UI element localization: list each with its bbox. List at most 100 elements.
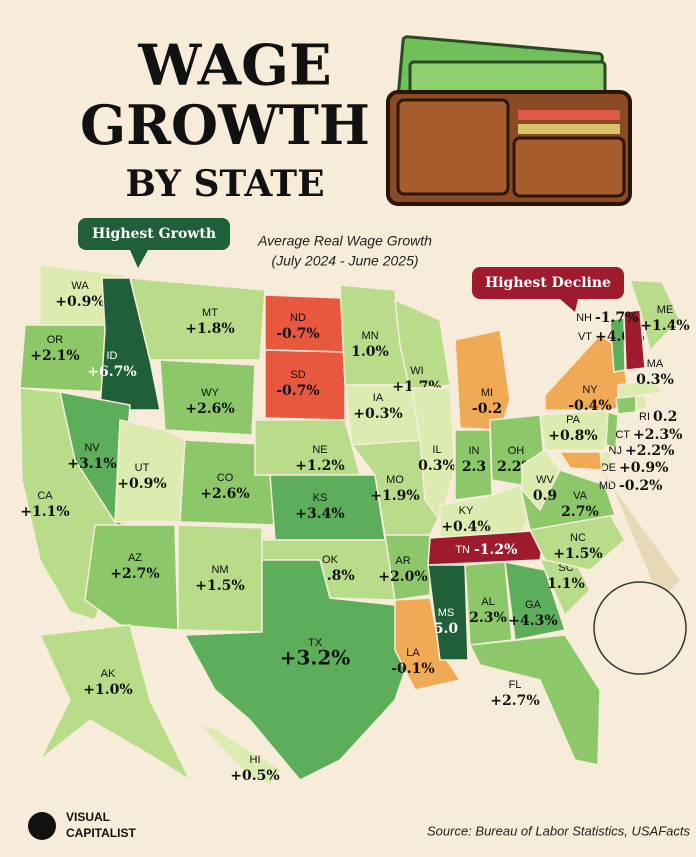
state-abbr: IN [469,445,480,457]
state-shape [605,411,619,449]
state-abbr: LA [406,647,420,659]
state-value: +1.5% [195,578,244,594]
state-abbr: NH [576,312,592,324]
state-abbr: KY [459,505,474,517]
state-value: 1.1% [547,576,585,592]
state-value: +0.5% [230,768,279,784]
logo-text: VISUAL [66,810,110,824]
state-shape [384,534,431,601]
state-abbr: MS [438,607,455,619]
state-abbr: UT [135,462,150,474]
state-value: +0.4% [441,519,490,535]
state-value: +4.3% [508,613,557,629]
state-abbr: CA [37,490,53,502]
state-shape [114,419,186,523]
state-value: +2.7% [110,566,159,582]
state-shape [427,564,469,661]
state-value: 1.0% [351,344,389,360]
state-abbr: CT [615,429,630,441]
state-abbr: OH [508,445,525,457]
callout-label: Highest Decline [485,275,611,291]
state-value: +6.7% [87,364,136,380]
state-shape [521,448,561,512]
state-abbr: MO [386,474,404,486]
state-value: +3.1% [67,456,116,472]
state-value: +1.2% [295,458,344,474]
state-value: 2.3 [462,459,486,475]
state-shape [197,723,284,786]
state-abbr: OK [322,554,339,566]
state-abbr: VT [578,331,592,343]
state-abbr: FL [509,679,522,691]
state-value: +2.6% [200,486,249,502]
state-abbr: VA [573,490,588,502]
state-abbr: ME [657,304,674,316]
state-value: +1.8% [185,321,234,337]
state-shape [558,451,603,471]
state-abbr: AR [395,555,410,567]
callout-decline: Highest Decline [472,267,624,312]
state-abbr: MT [202,307,218,319]
state-value: 5.0 [434,621,459,637]
state-value: +2.3% [633,427,682,443]
state-value: +3.2% [280,646,351,670]
state-abbr: NV [84,442,100,454]
state-value: -0.2 [472,401,502,417]
state-abbr: AZ [128,552,142,564]
state-abbr: GA [525,599,542,611]
state-shape [38,624,192,783]
state-abbr: DE [601,462,616,474]
state-shape [628,279,681,352]
state-shape [617,379,664,399]
state-abbr: NY [582,384,598,396]
title-line: GROWTH [80,93,370,157]
state-value: -0.2% [619,478,662,494]
state-shape [609,317,626,373]
logo: VISUAL CAPITALIST [28,810,136,840]
state-value: 0.9 [533,488,557,504]
state-value: +2.0% [378,569,427,585]
state-value: +0.9% [55,294,104,310]
state-abbr: CO [217,472,234,484]
state-abbr: WA [71,280,89,292]
state-value: -0.7% [276,383,319,399]
state-shape [615,395,637,415]
state-shape [159,359,256,436]
state-abbr: ND [290,312,306,324]
state-value: 0.3% [418,458,456,474]
state-abbr: RI [639,411,650,423]
dc-inset [593,470,687,675]
state-value: +2.2% [625,443,674,459]
state-shape [84,524,179,631]
state-abbr: WV [536,474,554,486]
wallet-illustration [386,35,632,206]
state-abbr: MD [599,480,616,492]
state-value: 2.3% [469,610,507,626]
state-value: +3.4% [295,506,344,522]
state-abbr: NE [312,444,327,456]
state-abbr: NC [570,532,586,544]
state-value: -1.7% [595,310,638,326]
state-abbr: MA [647,358,664,370]
state-value: -0.1% [391,661,434,677]
state-abbr: MN [361,330,378,342]
state-abbr: PA [566,414,581,426]
logo-text: CAPITALIST [66,826,136,840]
state-abbr: ID [107,350,118,362]
callout-growth: Highest Growth [78,218,230,268]
state-abbr: NJ [609,445,622,457]
source: Source: Bureau of Labor Statistics, USAF… [427,823,691,838]
state-value: -0.4% [568,398,611,414]
state-value: +1.0% [83,682,132,698]
state-shape [539,409,611,451]
state-value: 0.2 [653,409,677,425]
state-shape [129,277,266,361]
state-value: +2.1% [30,348,79,364]
subtitle: (July 2024 - June 2025) [271,253,418,269]
state-value: +0.9% [117,476,166,492]
state-abbr: TN [455,544,470,556]
state-value: +1.4% [640,318,689,334]
state-shape [468,634,601,766]
state-shape [623,309,646,371]
title-line: BY STATE [125,163,324,205]
